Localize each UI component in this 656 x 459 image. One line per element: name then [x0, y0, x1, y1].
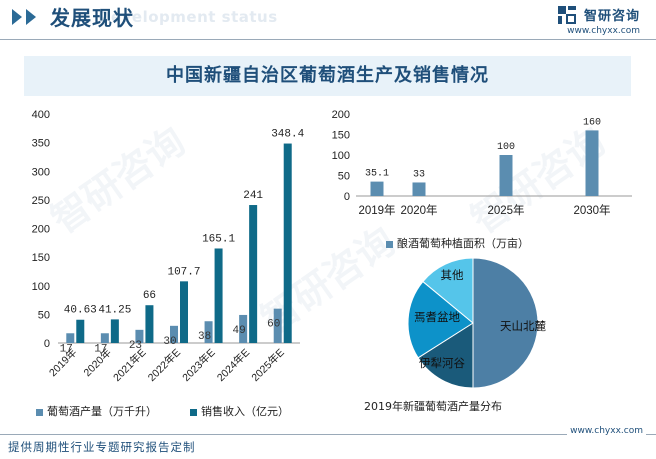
chevron-icon	[26, 9, 36, 25]
data-label-planting-area: 35.1	[365, 169, 389, 180]
page-title: 发展现状	[50, 6, 134, 30]
bar-production	[170, 325, 178, 343]
bar-revenue	[214, 248, 223, 343]
legend-swatch	[190, 408, 197, 416]
data-label-revenue: 241	[243, 190, 263, 202]
footer-url: www.chyxx.com	[567, 426, 646, 436]
y-tick-label: 200	[332, 109, 350, 121]
legend-swatch	[36, 408, 43, 416]
y-tick-label: 400	[32, 109, 50, 121]
legend-planting-area: 酿酒葡萄种植面积（万亩）	[386, 235, 529, 251]
bar-production	[204, 321, 213, 343]
data-label-planting-area: 160	[583, 117, 601, 128]
data-label-production: 23	[129, 340, 142, 352]
legend-label: 葡萄酒产量（万千升）	[47, 405, 157, 418]
bar-revenue	[180, 281, 188, 343]
bar-revenue	[110, 319, 119, 343]
brand: 智研咨询	[557, 5, 640, 25]
legend-production: 葡萄酒产量（万千升）	[36, 403, 157, 419]
bar-production	[239, 314, 248, 343]
x-tick-label: 2020年	[400, 203, 437, 217]
bar-planting-area	[499, 155, 513, 196]
data-label-production: 17	[60, 343, 73, 355]
brand-url: www.chyxx.com	[567, 26, 640, 36]
legend-revenue: 销售收入（亿元）	[190, 403, 289, 419]
footer-divider	[0, 434, 656, 435]
page-header: Development status 发展现状 智研咨询 www.chyxx.c…	[0, 0, 656, 36]
x-tick-label: 2025年	[487, 203, 524, 217]
x-tick-label: 2024年E	[214, 346, 252, 384]
y-tick-label: 150	[332, 130, 350, 142]
y-tick-label: 150	[32, 252, 50, 264]
pie-slice-label: 焉耆盆地	[414, 310, 460, 324]
bar-revenue	[76, 319, 85, 343]
brand-logo-icon	[557, 6, 576, 24]
y-tick-label: 250	[32, 195, 50, 207]
y-tick-label: 50	[38, 309, 50, 321]
pie-slice-label: 伊犁河谷	[419, 356, 465, 370]
pie-slice	[472, 257, 539, 389]
pie-slice	[417, 322, 474, 389]
y-tick-label: 200	[32, 224, 50, 236]
data-label-planting-area: 100	[497, 142, 515, 153]
y-tick-label: 100	[32, 281, 50, 293]
data-label-production: 49	[233, 325, 246, 337]
data-label-revenue: 40.63	[64, 305, 97, 317]
header-divider	[0, 39, 656, 40]
data-label-revenue: 41.25	[98, 304, 131, 316]
bar-revenue	[145, 305, 154, 343]
bar-planting-area	[412, 182, 426, 196]
data-label-production: 60	[267, 319, 280, 331]
data-label-revenue: 348.4	[271, 129, 304, 141]
bar-revenue	[249, 205, 258, 343]
data-label-production: 17	[94, 343, 107, 355]
chevron-icon	[12, 9, 22, 25]
legend-label: 酿酒葡萄种植面积（万亩）	[397, 237, 529, 250]
main-title: 中国新疆自治区葡萄酒生产及销售情况	[24, 56, 631, 96]
legend-label: 销售收入（亿元）	[201, 405, 289, 418]
x-tick-label: 2023年E	[180, 346, 218, 384]
data-label-production: 38	[198, 331, 211, 343]
x-tick-label: 2022年E	[145, 346, 183, 384]
bar-production	[66, 333, 75, 343]
y-tick-label: 0	[344, 191, 350, 203]
data-label-revenue: 107.7	[167, 266, 200, 278]
pie-slice	[407, 280, 474, 359]
x-tick-label: 2030年	[573, 203, 610, 217]
data-label-revenue: 66	[143, 290, 156, 302]
y-tick-label: 350	[32, 138, 50, 150]
pie-slice-label: 天山北麓	[500, 319, 546, 333]
pie-title: 2019年新疆葡萄酒产量分布	[364, 400, 502, 413]
footer-text: 提供周期性行业专题研究报告定制	[8, 440, 196, 454]
y-tick-label: 300	[32, 166, 50, 178]
x-tick-label: 2019年	[358, 203, 395, 217]
y-tick-label: 100	[332, 150, 350, 162]
bar-planting-area	[585, 130, 599, 196]
bar-planting-area	[370, 181, 384, 196]
y-tick-label: 50	[338, 171, 350, 183]
brand-name: 智研咨询	[583, 9, 640, 24]
pie-slice-label: 其他	[441, 268, 464, 282]
data-label-revenue: 165.1	[202, 233, 235, 245]
bar-production	[273, 308, 282, 343]
x-tick-label: 2025年E	[249, 346, 287, 384]
pie-slice	[422, 257, 474, 325]
bar-production	[135, 329, 144, 343]
bar-production	[100, 333, 109, 343]
data-label-production: 30	[163, 336, 176, 348]
header-subtitle: Development status	[98, 8, 278, 26]
legend-swatch	[386, 240, 393, 248]
data-label-planting-area: 33	[413, 169, 425, 180]
y-tick-label: 0	[44, 338, 50, 350]
bar-revenue	[283, 143, 292, 343]
